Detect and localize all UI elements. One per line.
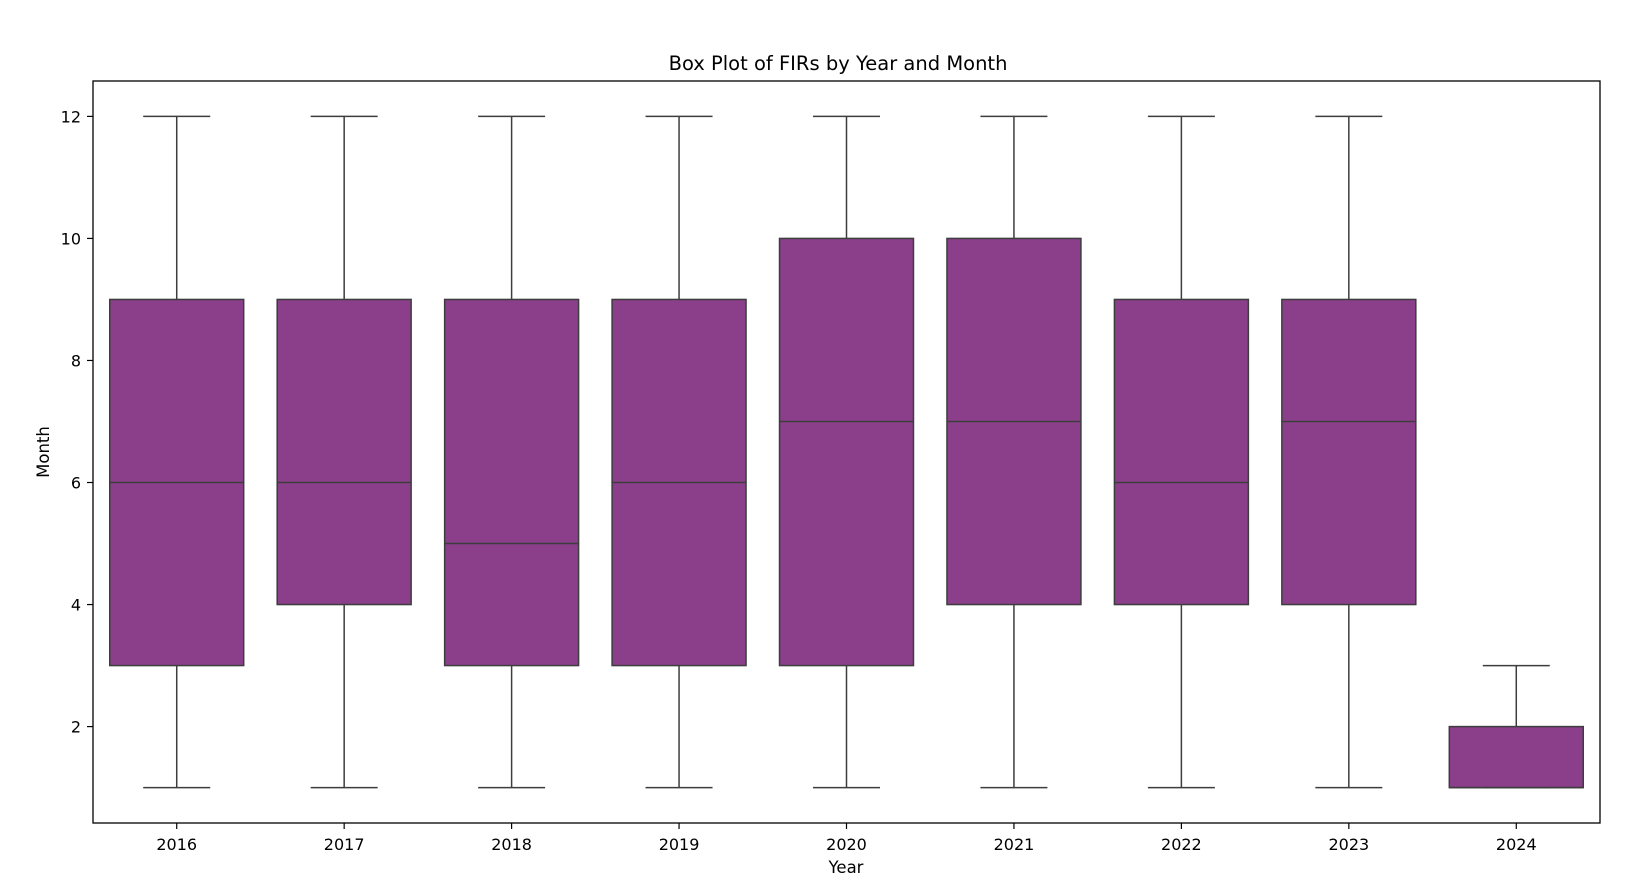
- boxes-layer: [108, 115, 1585, 789]
- x-axis-label: Year: [828, 858, 864, 877]
- box-iqr: [276, 298, 412, 606]
- x-tick-label: 2019: [659, 835, 700, 854]
- box-group-2018: [443, 115, 580, 789]
- box-iqr: [1281, 298, 1417, 606]
- x-tick-label: 2018: [491, 835, 532, 854]
- plot-area-frame: [92, 80, 1601, 824]
- box-group-2023: [1281, 115, 1417, 789]
- x-tick-label: 2023: [1328, 835, 1369, 854]
- y-tick-label: 12: [61, 107, 81, 126]
- box-iqr: [778, 237, 915, 667]
- box-group-2019: [611, 115, 747, 789]
- y-tick-label: 2: [71, 718, 81, 737]
- y-tick-label: 8: [71, 351, 81, 370]
- x-axis: 2016 2017 2018 2019 2020 2021 2022 2023 2024: [156, 823, 1537, 854]
- x-tick-label: 2024: [1496, 835, 1537, 854]
- y-axis-label: Month: [34, 426, 53, 478]
- box-iqr: [1113, 298, 1250, 606]
- x-tick-label: 2017: [324, 835, 365, 854]
- box-iqr: [443, 298, 580, 667]
- y-tick-label: 4: [71, 596, 81, 615]
- box-group-2022: [1113, 115, 1250, 789]
- box-iqr: [1448, 725, 1585, 789]
- chart-title: Box Plot of FIRs by Year and Month: [669, 52, 1008, 75]
- box-group-2024: [1448, 664, 1585, 789]
- y-tick-label: 10: [61, 229, 81, 248]
- box-group-2017: [276, 115, 412, 789]
- x-tick-label: 2020: [826, 835, 867, 854]
- box-group-2020: [778, 115, 915, 789]
- y-axis: 2 4 6 8 10 12: [61, 107, 93, 737]
- x-tick-label: 2016: [156, 835, 197, 854]
- box-group-2021: [946, 115, 1082, 789]
- box-group-2016: [108, 115, 245, 789]
- y-tick-label: 6: [71, 474, 81, 493]
- x-tick-label: 2022: [1161, 835, 1202, 854]
- x-tick-label: 2021: [994, 835, 1035, 854]
